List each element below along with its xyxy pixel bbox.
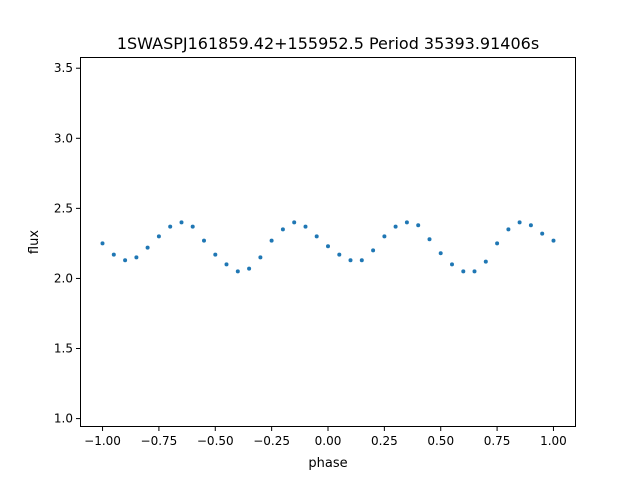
scatter-point [472, 269, 477, 274]
x-tick-label: −0.25 [253, 434, 290, 448]
scatter-point [224, 262, 229, 267]
scatter-point [179, 220, 184, 225]
scatter-point [258, 255, 263, 260]
scatter-point [483, 259, 488, 264]
scatter-point [235, 269, 240, 274]
x-axis-ticks: −1.00 −0.75 −0.50 −0.25 0.00 0.25 0.50 0.75 1.00 [84, 427, 567, 448]
scatter-point [540, 231, 545, 236]
y-axis-label: flux [27, 230, 42, 254]
scatter-point [382, 234, 387, 239]
chart-title: 1SWASPJ161859.42+155952.5 Period 35393.9… [117, 34, 539, 53]
data-points [100, 220, 556, 274]
scatter-point [348, 258, 353, 263]
scatter-point [326, 244, 330, 249]
scatter-point [111, 252, 116, 257]
scatter-point [168, 224, 173, 229]
scatter-point [438, 251, 443, 256]
y-tick-label: 2.5 [54, 201, 73, 215]
scatter-point [269, 238, 274, 243]
x-tick-label: 1.00 [540, 434, 567, 448]
scatter-point [371, 248, 376, 253]
scatter-point [190, 224, 195, 229]
scatter-point [551, 238, 556, 243]
scatter-point [156, 234, 161, 239]
scatter-point [280, 227, 285, 232]
x-tick-label: 0.25 [371, 434, 398, 448]
y-axis-ticks: 1.0 1.5 2.0 2.5 3.0 3.5 [54, 61, 80, 426]
scatter-point [461, 269, 466, 274]
scatter-point [213, 252, 218, 257]
y-tick-label: 3.0 [54, 131, 73, 145]
scatter-point [123, 258, 128, 263]
scatter-point [416, 223, 421, 228]
scatter-point [314, 234, 319, 239]
y-tick-label: 2.0 [54, 271, 73, 285]
scatter-point [292, 220, 297, 225]
scatter-point [495, 241, 500, 246]
x-tick-label: 0.50 [427, 434, 454, 448]
scatter-point [134, 255, 139, 260]
scatter-point [145, 245, 150, 250]
x-tick-label: −0.75 [141, 434, 178, 448]
scatter-point [404, 220, 409, 225]
scatter-point [450, 262, 454, 267]
scatter-point [100, 241, 105, 246]
scatter-point [337, 252, 342, 257]
plot-frame [80, 57, 576, 427]
scatter-point [247, 266, 252, 271]
scatter-point [517, 220, 522, 225]
scatter-point [528, 223, 533, 228]
scatter-point [393, 224, 398, 229]
x-tick-label: 0.75 [484, 434, 511, 448]
x-tick-label: −0.50 [197, 434, 234, 448]
x-tick-label: 0.00 [315, 434, 342, 448]
scatter-point [202, 238, 206, 243]
scatter-point [427, 237, 432, 242]
scatter-point [359, 258, 364, 263]
y-tick-label: 1.0 [54, 412, 73, 426]
scatter-point [303, 224, 308, 229]
x-tick-label: −1.00 [84, 434, 121, 448]
y-tick-label: 1.5 [54, 342, 73, 356]
y-tick-label: 3.5 [54, 61, 73, 75]
scatter-point [506, 227, 511, 232]
x-axis-label: phase [308, 456, 347, 471]
